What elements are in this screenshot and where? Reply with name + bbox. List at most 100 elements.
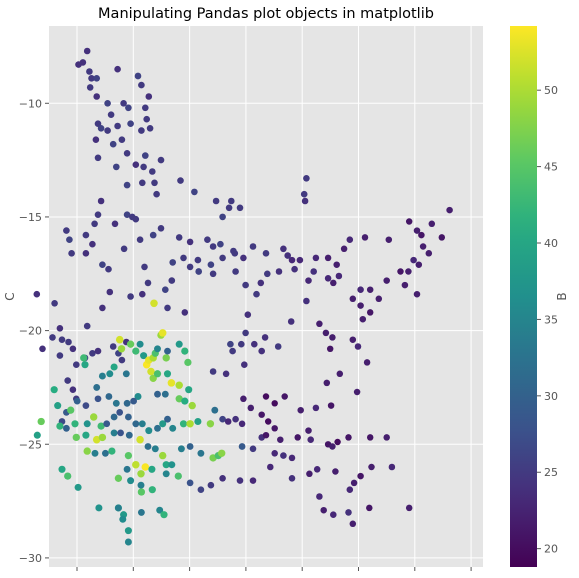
data-point [158,451,167,460]
data-point [181,309,189,316]
data-point [141,463,150,471]
data-point [418,231,425,239]
data-point [106,370,114,378]
data-point [63,227,70,234]
data-point [357,286,364,293]
data-point [258,411,265,418]
data-point [415,261,423,268]
data-point [81,361,89,369]
data-point [124,527,132,535]
data-point [33,290,41,298]
data-point [209,243,217,250]
data-point [118,356,126,364]
data-point [186,263,194,271]
data-point [156,506,164,514]
data-point [114,65,121,73]
data-point [175,381,183,389]
data-point [159,420,167,428]
data-point [207,261,215,269]
data-point [91,220,98,228]
data-point [157,224,165,232]
data-point [149,231,157,239]
data-point [316,320,323,328]
data-point [125,104,132,112]
data-point [249,445,257,453]
y-tick-label: −10 [19,97,42,110]
data-point [138,81,145,89]
data-point [33,431,41,439]
data-point [307,436,314,443]
data-point [197,449,205,457]
data-point [249,243,257,250]
data-point [138,420,146,428]
data-point [68,249,75,257]
data-point [73,397,81,405]
data-point [123,465,131,473]
data-point [148,486,156,494]
data-point [74,483,82,491]
data-point [229,347,236,355]
data-point [162,470,170,478]
data-point [148,168,156,175]
data-point [115,335,124,344]
data-point [303,174,310,182]
data-point [207,481,215,489]
data-point [240,395,247,403]
data-point [157,156,165,164]
data-point [89,413,98,421]
data-point [212,197,220,205]
data-point [333,261,340,268]
data-point [312,254,320,262]
data-point [117,429,124,437]
data-point [238,443,246,450]
data-point [114,474,123,482]
data-point [349,336,357,343]
colorbar-tick-label: 30 [544,390,558,403]
data-point [194,256,202,264]
data-point [112,399,120,407]
data-point [324,275,332,282]
data-point [368,463,375,471]
data-point [219,213,226,221]
data-point [291,265,298,273]
data-point [330,511,337,518]
data-point [136,435,144,444]
data-point [83,47,91,55]
data-point [116,409,124,416]
data-point [413,227,421,234]
data-point [98,372,106,380]
data-point [262,431,270,439]
data-point [94,347,102,355]
data-point [67,406,75,414]
data-point [300,190,308,198]
data-point [211,406,219,414]
data-point [397,268,404,275]
data-point [64,377,72,384]
data-point [108,447,116,455]
data-point [249,477,257,484]
data-point [95,504,103,512]
data-point [231,249,239,257]
data-point [88,74,95,82]
data-point [71,420,79,428]
data-point [66,236,73,244]
data-point [132,161,140,168]
data-point [181,347,189,355]
data-point [137,488,146,496]
data-point [258,347,265,355]
data-point [227,340,234,348]
colorbar-tick-label: 50 [544,84,558,97]
data-point [366,286,374,293]
data-point [197,486,205,494]
data-point [148,465,156,473]
data-point [225,204,233,212]
y-tick-label: −15 [19,211,42,224]
data-point [139,290,146,298]
data-point [167,379,176,387]
data-point [366,309,374,316]
data-point [271,400,278,407]
data-point [75,61,82,68]
data-point [206,420,215,428]
data-point [218,449,226,457]
